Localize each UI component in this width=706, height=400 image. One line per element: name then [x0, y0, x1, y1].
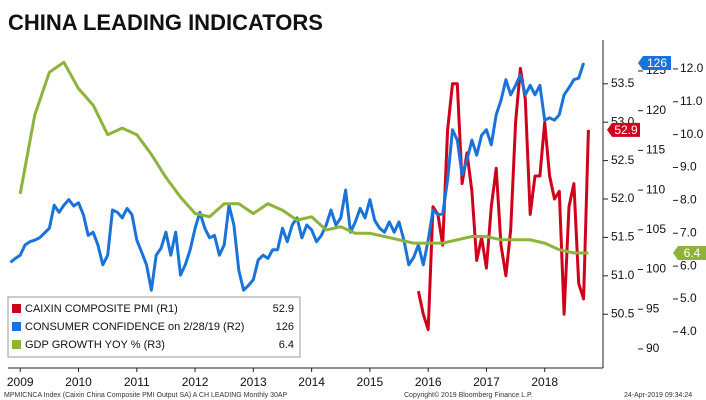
y-tick-label: 52.0	[611, 191, 635, 205]
legend-swatch	[12, 304, 21, 313]
legend-label: CONSUMER CONFIDENCE on 2/28/19 (R2)	[25, 321, 244, 333]
legend-swatch	[12, 322, 21, 331]
y-tick-label: 7.0	[680, 225, 697, 239]
y-tick-label: 115	[646, 143, 665, 157]
legend-value: 126	[276, 321, 294, 333]
y-tick-label: 110	[646, 182, 665, 196]
x-tick-label: 2015	[357, 375, 384, 389]
y-tick-label: 8.0	[680, 193, 697, 207]
y-tick-label: 52.5	[611, 153, 635, 167]
y-tick-label: 53.5	[611, 76, 635, 90]
x-tick-label: 2016	[415, 375, 442, 389]
y-tick-label: 50.5	[611, 306, 635, 320]
chart-title: CHINA LEADING INDICATORS	[8, 10, 323, 35]
badge-shape	[638, 56, 671, 71]
y-tick-label: 90	[646, 341, 660, 355]
footer-source: MPMICNCA Index (Caixin China Composite P…	[4, 392, 288, 399]
y-tick-label: 51.5	[611, 230, 635, 244]
x-tick-label: 2009	[7, 375, 34, 389]
x-tick-label: 2010	[65, 375, 92, 389]
series-line	[18, 60, 589, 255]
series-line	[9, 62, 586, 292]
value-badge: 6.4	[673, 245, 706, 260]
y-tick-label: 100	[646, 262, 666, 276]
y-tick-label: 10.0	[680, 127, 704, 141]
series-line	[416, 66, 590, 332]
y-tick-label: 95	[646, 301, 660, 315]
x-tick-label: 2018	[531, 375, 558, 389]
legend-swatch	[12, 340, 21, 349]
y-tick-label: 11.0	[680, 94, 703, 108]
badge-shape	[607, 122, 640, 137]
y-tick-label: 120	[646, 103, 666, 117]
badge-label: 6.4	[684, 246, 701, 260]
x-tick-label: 2017	[473, 375, 500, 389]
badge-label: 126	[647, 56, 667, 70]
x-tick-label: 2011	[124, 375, 150, 389]
y-tick-label: 5.0	[680, 291, 697, 305]
badge-shape	[673, 245, 706, 260]
legend-box	[7, 296, 301, 358]
legend: CAIXIN COMPOSITE PMI (R1) 52.9 CONSUMER CO…	[7, 296, 301, 358]
x-tick-label: 2014	[298, 375, 325, 389]
y-tick-label: 6.0	[680, 258, 697, 272]
legend-label: CAIXIN COMPOSITE PMI (R1)	[25, 303, 178, 315]
y-tick-label: 105	[646, 222, 666, 236]
footer-date: 24-Apr-2019 09:34:24	[624, 392, 692, 399]
legend-label: GDP GROWTH YOY % (R3)	[25, 339, 165, 351]
y-tick-label: 9.0	[680, 160, 697, 174]
y-tick-label: 12.0	[680, 61, 704, 75]
y-tick-label: 51.0	[611, 268, 635, 282]
badge-label: 52.9	[614, 123, 638, 137]
footer-copyright: Copyright© 2019 Bloomberg Finance L.P.	[404, 391, 533, 399]
legend-value: 6.4	[279, 339, 294, 351]
x-tick-label: 2012	[182, 375, 209, 389]
legend-value: 52.9	[273, 303, 294, 315]
value-badge: 52.9	[607, 122, 640, 137]
x-tick-label: 2013	[240, 375, 267, 389]
value-badge: 126	[638, 56, 671, 70]
y-tick-label: 4.0	[680, 324, 697, 338]
